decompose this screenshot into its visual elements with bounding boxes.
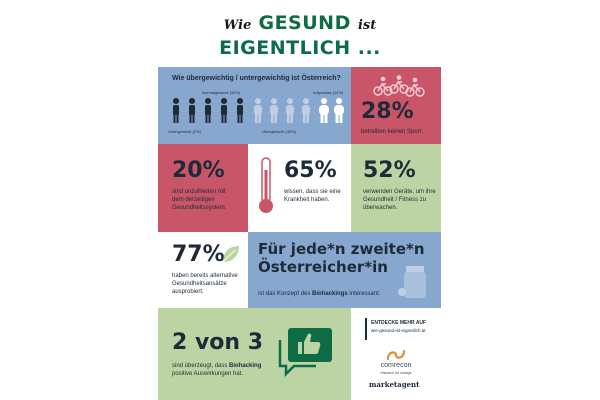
alternativ-value: 77% bbox=[172, 242, 225, 267]
person-icon-underweight bbox=[173, 98, 179, 123]
footer-divider bbox=[365, 318, 367, 340]
thumbs-up-chat-icon bbox=[278, 328, 332, 378]
geraete-text-3: überwachen. bbox=[363, 205, 398, 211]
krankheit-value: 65% bbox=[284, 158, 337, 183]
unzufrieden-text-3: Gesundheitssystem. bbox=[172, 205, 227, 211]
unzufrieden-value: 20% bbox=[172, 158, 225, 183]
unzufrieden-text-2: dem derzeitigen bbox=[172, 197, 215, 203]
comrecon-tagline: research for change bbox=[380, 371, 412, 375]
geraete-value: 52% bbox=[363, 158, 416, 183]
zwei-von-drei-tile: 2 von 3 sind überzeugt, dass Biohacking … bbox=[158, 308, 351, 400]
title-word-wie: Wie bbox=[223, 18, 252, 33]
untergewicht-label: Untergewicht (2%) bbox=[168, 129, 201, 134]
biohacking-headline-2: Österreicher*in bbox=[258, 258, 388, 276]
sport-tile: 28% betreiben keinen Sport. bbox=[351, 67, 441, 144]
alternativ-tile: 77% haben bereits alternative Gesundheit… bbox=[158, 232, 248, 308]
supplement-jar-icon bbox=[398, 266, 426, 298]
marketagent-brand: marketagent bbox=[369, 380, 420, 389]
uebergewicht-label: Übergewicht (46%) bbox=[262, 129, 297, 134]
title-word-gesund: GESUND bbox=[258, 12, 351, 34]
footer-tile: ENTDECKE MEHR AUF wie-gesund-ist-eigentl… bbox=[351, 308, 441, 400]
bicycle-icon bbox=[373, 75, 425, 97]
geraete-tile: 52% verwenden Geräte, um ihre Gesundheit… bbox=[351, 144, 441, 232]
title-line-2: EIGENTLICH ... bbox=[219, 37, 381, 59]
unzufrieden-tile: 20% sind unzufrieden mit dem derzeitigen… bbox=[158, 144, 248, 232]
leaf-icon bbox=[222, 246, 239, 263]
person-icon-overweight bbox=[254, 98, 310, 123]
geraete-text-1: verwenden Geräte, um ihre bbox=[363, 189, 436, 195]
person-icon-normal bbox=[189, 98, 243, 123]
normalgewicht-label: Normalgewicht (40%) bbox=[202, 90, 241, 95]
alternativ-text-1: haben bereits alternative bbox=[172, 273, 238, 279]
sport-value: 28% bbox=[361, 99, 414, 124]
people-icons bbox=[173, 98, 344, 123]
footer-url[interactable]: wie-gesund-ist-eigentlich.at bbox=[371, 328, 426, 333]
title-word-ist: ist bbox=[357, 18, 377, 33]
biohacking-headline-1: Für jede*n zweite*n bbox=[258, 240, 425, 258]
weight-question: Wie übergewichtig / untergewichtig ist Ö… bbox=[172, 75, 341, 82]
page-title: Wie GESUND ist EIGENTLICH ... bbox=[0, 12, 600, 59]
biohacking-tile: Für jede*n zweite*n Österreicher*in ist … bbox=[248, 232, 441, 308]
geraete-text-2: Gesundheit / Fitness zu bbox=[363, 197, 427, 203]
krankheit-tile: 65% wissen, dass sie eine Krankheit habe… bbox=[248, 144, 351, 232]
weight-tile: Wie übergewichtig / untergewichtig ist Ö… bbox=[158, 67, 351, 144]
zwei-von-drei-text-2: positive Auswirkungen hat. bbox=[172, 371, 244, 377]
sport-text: betreiben keinen Sport. bbox=[361, 129, 424, 135]
krankheit-text-2: Krankheit haben. bbox=[284, 197, 330, 203]
footer-cta: ENTDECKE MEHR AUF bbox=[371, 320, 427, 326]
zwei-von-drei-value: 2 von 3 bbox=[172, 330, 264, 355]
comrecon-brand: comrecon bbox=[380, 362, 412, 369]
alternativ-text-3: ausprobiert. bbox=[172, 289, 204, 295]
biohacking-text: ist das Konzept des Biohackings interess… bbox=[258, 291, 381, 297]
unzufrieden-text-1: sind unzufrieden mit bbox=[172, 189, 226, 195]
alternativ-text-2: Gesundheitsansätze bbox=[172, 281, 227, 287]
krankheit-text-1: wissen, dass sie eine bbox=[284, 189, 341, 195]
adipositas-label: Adipositas (12%) bbox=[313, 90, 344, 95]
zwei-von-drei-text-1: sind überzeugt, dass Biohacking bbox=[172, 363, 262, 369]
title-line-1: Wie GESUND ist bbox=[0, 12, 600, 37]
comrecon-logo-icon bbox=[386, 349, 406, 361]
person-icon-adipositas bbox=[319, 98, 344, 123]
thermometer-icon bbox=[259, 157, 273, 213]
